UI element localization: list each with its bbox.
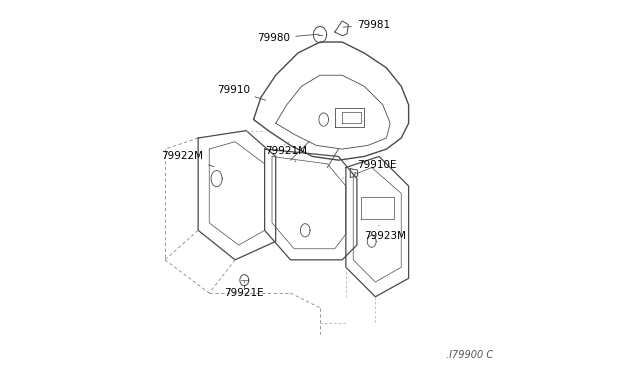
Text: .I79900 C: .I79900 C — [447, 350, 493, 359]
Text: 79922M: 79922M — [161, 151, 214, 167]
Text: 79921E: 79921E — [224, 281, 264, 298]
Text: 79981: 79981 — [343, 20, 390, 31]
Text: 79923M: 79923M — [364, 225, 406, 241]
Text: 79980: 79980 — [257, 33, 319, 43]
Text: 79921M: 79921M — [264, 146, 307, 162]
Text: 79910E: 79910E — [354, 160, 396, 173]
Text: 79910: 79910 — [216, 85, 266, 100]
